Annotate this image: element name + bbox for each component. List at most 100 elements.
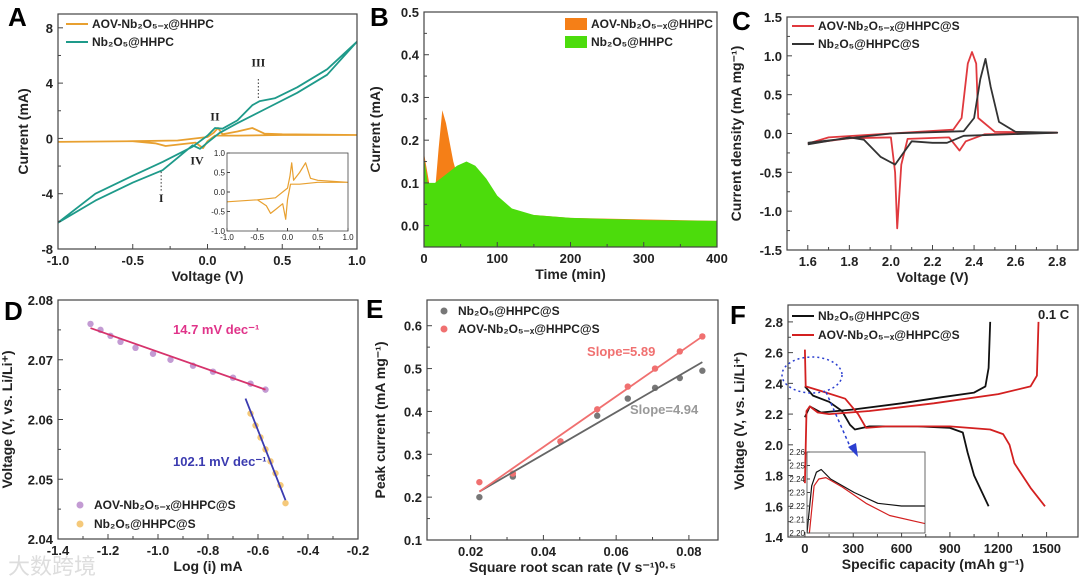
x-tick-label: 0.0: [198, 253, 216, 268]
annotation: I: [159, 191, 164, 205]
y-tick-label: -1.0: [760, 204, 782, 219]
x-tick-label: 2.2: [923, 254, 941, 269]
y-tick-label: 0.4: [401, 48, 420, 63]
y-tick-label: 2.23: [789, 489, 805, 498]
series-line: [808, 477, 925, 533]
y-tick-label: 0.2: [401, 133, 419, 148]
x-tick-label: -1.0: [147, 543, 169, 558]
inset-background: [227, 153, 348, 231]
plot-area: [227, 162, 348, 220]
series-line: [58, 40, 357, 224]
y-tick-label: 2.08: [28, 293, 53, 308]
x-tick-label: 1.0: [342, 233, 354, 242]
y-tick-label: 0.4: [404, 404, 423, 419]
y-tick-label: 2.4: [765, 376, 784, 391]
panel-letter: F: [730, 300, 746, 330]
y-tick-label: -0.5: [760, 165, 782, 180]
x-tick-label: 1.8: [840, 254, 858, 269]
y-tick-label: 0.6: [404, 319, 422, 334]
legend: AOV-Nb₂O₅₋ₓ@HHPC Nb₂O₅@HHPC: [66, 17, 214, 49]
y-tick-label: 0.0: [764, 127, 782, 142]
fit-line: [478, 361, 703, 493]
data-point: [117, 338, 124, 346]
series-area: [424, 157, 717, 247]
legend-label: AOV-Nb₂O₅₋ₓ@HHPC@S: [458, 322, 600, 336]
panel-d: -1.4 -1.2 -1.0 -0.8 -0.6 -0.4 -0.2 2.04 2.05 2.06…: [0, 293, 369, 574]
panel-f-inset: 2.20 2.21 2.22 2.23 2.24 2.25 2.26: [789, 448, 926, 538]
y-tick-label: 0: [46, 131, 53, 146]
legend-label: Nb₂O₅@HHPC@S: [458, 304, 560, 318]
y-tick-label: 0.0: [214, 188, 226, 197]
legend-label: Nb₂O₅@HHPC: [92, 35, 174, 49]
y-tick-label: 2.05: [28, 472, 53, 487]
panel-letter: C: [732, 6, 751, 36]
plot-area: [807, 468, 925, 533]
fit-line: [478, 335, 703, 493]
data-point: [149, 350, 157, 357]
y-tick-label: 0.5: [404, 362, 422, 377]
y-tick-label: 1.8: [765, 469, 783, 484]
x-axis-label: Time (min): [535, 266, 606, 282]
series-line: [58, 127, 357, 149]
y-tick-label: 0.5: [401, 5, 419, 20]
y-axis-label: Current (mA): [367, 86, 383, 172]
x-tick-label: 300: [633, 251, 655, 266]
legend-label: Nb₂O₅@HHPC@S: [818, 309, 920, 323]
legend-label: Nb₂O₅@HHPC@S: [818, 37, 920, 51]
inset-background: [807, 452, 925, 533]
series-line: [804, 385, 990, 507]
legend: AOV-Nb₂O₅₋ₓ@HHPC Nb₂O₅@HHPC: [565, 17, 713, 49]
fit-line: [90, 327, 266, 391]
y-tick-label: 0.0: [401, 219, 419, 234]
legend: AOV-Nb₂O₅₋ₓ@HHPC@S Nb₂O₅@HHPC@S: [76, 498, 236, 531]
x-axis-label: Log (i) mA: [173, 558, 242, 574]
annotation: IV: [190, 154, 204, 168]
zoom-region-marker: [781, 356, 843, 394]
series-line: [807, 58, 1059, 166]
y-axis-label: Voltage (V, vs. Li/Li⁺): [731, 352, 747, 490]
x-tick-label: 1200: [984, 541, 1013, 556]
y-axis-label: Current density (mA mg⁻¹): [728, 46, 744, 222]
x-tick-label: 2.8: [1048, 254, 1066, 269]
data-point: [132, 344, 139, 351]
legend-label: AOV-Nb₂O₅₋ₓ@HHPC: [92, 17, 214, 31]
y-tick-label: 1.0: [214, 149, 226, 158]
y-tick-label: 2.22: [789, 502, 805, 511]
legend-swatch: [440, 325, 448, 333]
panel-letter: E: [366, 294, 383, 324]
y-tick-label: 2.21: [789, 516, 805, 525]
panel-c: 1.6 1.8 2.0 2.2 2.4 2.6 2.8 -1.5 -1.0 -0.5 0.0 0.5 1…: [728, 6, 1079, 285]
arrow-head-icon: [848, 443, 858, 457]
x-tick-label: 2.0: [882, 254, 900, 269]
x-tick-label: -1.0: [220, 233, 234, 242]
legend-swatch: [565, 36, 587, 48]
legend-swatch: [76, 501, 84, 509]
panel-letter: D: [4, 296, 23, 326]
y-axis-label: Current (mA): [15, 88, 31, 174]
axes-frame: [426, 299, 719, 541]
x-tick-label: -1.2: [97, 543, 119, 558]
plot-area: [807, 51, 1059, 230]
y-tick-label: 2.2: [765, 407, 783, 422]
x-tick-label: -1.0: [47, 253, 69, 268]
annotation: 14.7 mV dec⁻¹: [173, 322, 259, 337]
panel-b: 0 100 200 300 400 0.0 0.1 0.2 0.3 0.4 0.5 Time (min…: [367, 2, 728, 282]
panel-a: -1.0 -0.5 0.0 0.5 1.0 -8 -4 0 4 8 Voltage (V) Curre…: [8, 2, 366, 284]
x-tick-label: 0.0: [282, 233, 294, 242]
x-tick-label: 1.0: [348, 253, 366, 268]
data-point: [282, 499, 289, 507]
y-tick-label: 2.07: [28, 353, 53, 368]
series-line: [227, 162, 348, 220]
y-tick-label: -1.5: [760, 243, 782, 258]
legend-label: AOV-Nb₂O₅₋ₓ@HHPC: [591, 17, 713, 31]
x-tick-label: -0.6: [247, 543, 269, 558]
y-tick-label: 0.3: [401, 90, 419, 105]
panel-letter: A: [8, 2, 27, 32]
x-tick-label: 1500: [1032, 541, 1061, 556]
annotation: Slope=4.94: [630, 402, 699, 417]
annotation: 0.1 C: [1038, 307, 1070, 322]
fit-line: [244, 398, 287, 501]
legend-swatch: [440, 307, 448, 315]
panel-f: 0 300 600 900 1200 1500 1.4 1.6 1.8 2.0 2.2 2.4 2.6 2…: [730, 300, 1079, 572]
y-tick-label: 2.0: [765, 438, 783, 453]
